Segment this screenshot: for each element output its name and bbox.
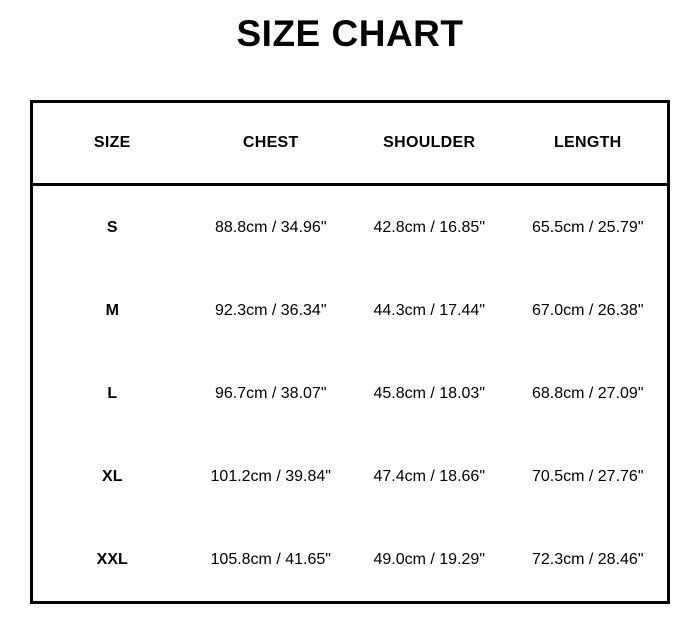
- column-header-chest: CHEST: [191, 101, 350, 186]
- length-cell: 67.0cm / 26.38": [531, 301, 644, 319]
- size-chart-page: SIZE CHART SIZE CHEST SHOULDER LENGTH S …: [0, 12, 700, 604]
- size-cell: L: [107, 384, 118, 402]
- table-row-xl: XL 101.2cm / 39.84" 47.4cm / 18.66" 70.5…: [32, 435, 669, 518]
- shoulder-cell: 47.4cm / 18.66": [373, 467, 485, 485]
- column-header-shoulder: SHOULDER: [349, 101, 509, 186]
- shoulder-cell: 44.3cm / 17.44": [373, 301, 485, 319]
- size-cell: XXL: [96, 550, 128, 568]
- table-row-l: L 96.7cm / 38.07" 45.8cm / 18.03" 68.8cm…: [32, 352, 669, 435]
- size-cell: M: [105, 301, 119, 319]
- length-cell: 70.5cm / 27.76": [531, 467, 644, 485]
- chest-cell: 92.3cm / 36.34": [214, 301, 327, 319]
- table-row-s: S 88.8cm / 34.96" 42.8cm / 16.85" 65.5cm…: [32, 185, 669, 270]
- column-header-size: SIZE: [31, 101, 192, 186]
- size-cell: XL: [102, 467, 123, 485]
- chest-cell: 96.7cm / 38.07": [214, 384, 327, 402]
- chest-cell: 88.8cm / 34.96": [214, 218, 327, 236]
- length-cell: 68.8cm / 27.09": [531, 384, 644, 402]
- length-cell: 72.3cm / 28.46": [531, 550, 644, 568]
- chest-cell: 101.2cm / 39.84": [210, 467, 331, 485]
- chest-cell: 105.8cm / 41.65": [210, 550, 331, 568]
- header-row: SIZE CHEST SHOULDER LENGTH: [31, 101, 669, 186]
- size-chart-table: SIZE CHEST SHOULDER LENGTH S 88.8cm / 34…: [30, 100, 670, 604]
- table-row-xxl: XXL 105.8cm / 41.65" 49.0cm / 19.29" 72.…: [32, 518, 669, 603]
- length-cell: 65.5cm / 25.79": [531, 218, 644, 236]
- shoulder-cell: 42.8cm / 16.85": [373, 218, 485, 236]
- size-cell: S: [106, 218, 118, 236]
- table-row-m: M 92.3cm / 36.34" 44.3cm / 17.44" 67.0cm…: [32, 269, 669, 352]
- table-header: SIZE CHEST SHOULDER LENGTH: [31, 101, 669, 186]
- shoulder-cell: 45.8cm / 18.03": [373, 384, 485, 402]
- page-title: SIZE CHART: [236, 13, 464, 54]
- column-header-length: LENGTH: [508, 101, 669, 186]
- shoulder-cell: 49.0cm / 19.29": [373, 550, 485, 568]
- table-body: S 88.8cm / 34.96" 42.8cm / 16.85" 65.5cm…: [32, 185, 669, 603]
